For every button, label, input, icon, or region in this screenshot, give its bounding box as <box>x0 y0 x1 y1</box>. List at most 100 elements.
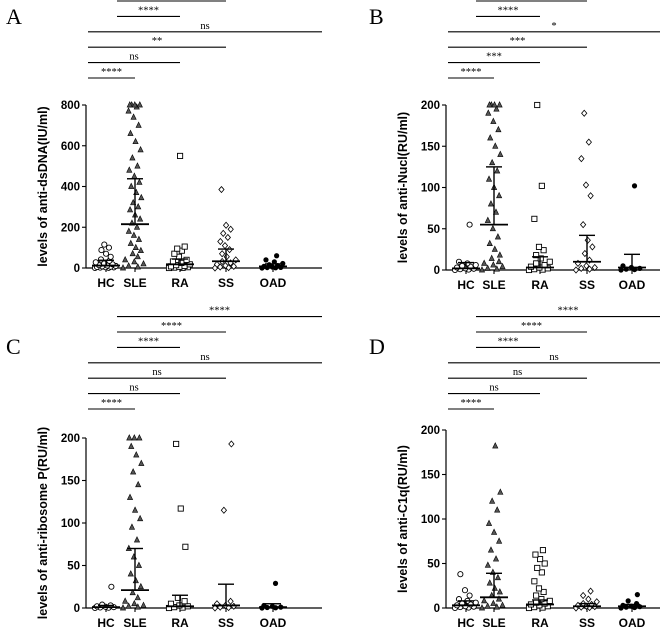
data-point-sle <box>125 602 132 609</box>
data-point-sle <box>496 588 503 595</box>
data-point-ss <box>581 109 588 117</box>
data-point-sle <box>127 570 134 577</box>
data-point-sle <box>132 137 139 145</box>
data-point-ss <box>218 185 225 194</box>
x-tick-label-oad: OAD <box>260 276 287 290</box>
significance-label: *** <box>486 52 502 63</box>
data-point-ss <box>221 241 229 250</box>
data-point-sle <box>135 202 142 210</box>
data-point-sle <box>493 265 500 272</box>
data-point-sle <box>496 191 503 199</box>
data-point-ss <box>578 155 585 163</box>
data-point-sle <box>487 546 495 553</box>
data-point-sle <box>478 604 486 611</box>
data-point-sle <box>484 264 491 271</box>
data-point-sle <box>119 264 127 271</box>
y-tick-label: 100 <box>61 518 80 530</box>
data-point-oad <box>625 598 631 604</box>
data-point-ss <box>227 597 234 605</box>
data-point-sle <box>491 101 498 108</box>
data-point-ss <box>222 221 230 229</box>
data-point-ss <box>579 591 587 600</box>
data-point-hc <box>455 258 463 265</box>
data-point-ss <box>591 263 598 272</box>
data-point-ra <box>540 588 547 596</box>
data-point-sle <box>131 434 138 441</box>
data-point-sle <box>497 488 504 495</box>
data-point-sle <box>492 142 499 149</box>
data-point-sle <box>135 480 142 488</box>
data-point-ss <box>230 262 237 270</box>
data-point-hc <box>466 592 473 599</box>
data-point-sle <box>484 602 491 609</box>
significance-label: *** <box>510 36 526 47</box>
data-point-ra <box>539 547 546 554</box>
data-point-sle <box>495 257 503 265</box>
data-point-sle <box>488 254 495 261</box>
significance-label: **** <box>101 398 122 409</box>
significance-label: **** <box>138 5 159 16</box>
significance-label: ns <box>152 367 161 378</box>
data-point-ra <box>541 560 548 567</box>
y-tick-label: 50 <box>427 224 440 236</box>
data-point-sle <box>489 497 496 504</box>
data-point-ra <box>177 152 184 159</box>
data-point-ra <box>535 243 543 250</box>
data-point-ra <box>538 596 545 603</box>
significance-label: **** <box>209 306 230 317</box>
data-point-hc <box>461 587 469 594</box>
data-point-sle <box>133 451 140 458</box>
data-point-sle <box>129 249 136 257</box>
data-point-ss <box>587 192 594 200</box>
y-tick-label: 200 <box>61 433 80 445</box>
y-tick-label: 0 <box>74 603 80 615</box>
data-point-sle <box>138 193 145 201</box>
data-point-ra <box>546 597 553 604</box>
y-tick-label: 0 <box>74 263 80 275</box>
data-point-sle <box>486 579 493 586</box>
x-tick-label-oad: OAD <box>619 278 646 292</box>
data-point-ss <box>585 595 592 603</box>
data-point-sle <box>133 223 141 230</box>
data-point-hc <box>98 247 105 254</box>
data-point-sle <box>493 603 500 610</box>
x-tick-label-ss: SS <box>579 616 595 630</box>
data-point-sle <box>126 166 133 173</box>
data-point-sle <box>492 208 500 215</box>
data-point-sle <box>490 117 497 124</box>
y-tick-label: 200 <box>421 100 440 112</box>
data-point-sle <box>137 582 144 590</box>
y-axis-label: levels of anti-C1q(RU/ml) <box>396 445 410 593</box>
data-point-sle <box>136 101 143 108</box>
data-point-sle <box>140 601 147 608</box>
data-point-sle <box>495 595 503 602</box>
x-tick-label-ra: RA <box>531 616 549 630</box>
data-point-ra <box>540 247 547 254</box>
data-point-ss <box>224 233 231 242</box>
data-point-ss <box>217 237 224 246</box>
data-point-sle <box>130 468 137 475</box>
data-point-ss <box>228 440 235 448</box>
significance-label: **** <box>521 321 542 332</box>
data-point-ra <box>174 245 181 252</box>
data-point-ra <box>531 215 538 222</box>
data-point-ra <box>171 250 178 257</box>
significance-label: * <box>551 21 556 32</box>
data-point-sle <box>134 603 141 610</box>
data-point-sle <box>484 216 491 223</box>
significance-label: **** <box>498 336 519 347</box>
x-tick-label-hc: HC <box>457 278 475 292</box>
data-point-hc <box>466 221 473 228</box>
data-point-sle <box>130 231 137 238</box>
data-point-sle <box>125 107 132 114</box>
y-tick-label: 150 <box>421 141 440 153</box>
data-point-oad <box>280 260 286 267</box>
data-point-ra <box>181 243 188 250</box>
y-tick-label: 150 <box>421 470 440 482</box>
data-point-sle <box>495 125 502 133</box>
data-point-sle <box>137 215 144 222</box>
data-point-sle <box>126 434 133 441</box>
data-point-sle <box>134 252 141 260</box>
data-point-ra <box>533 592 540 599</box>
